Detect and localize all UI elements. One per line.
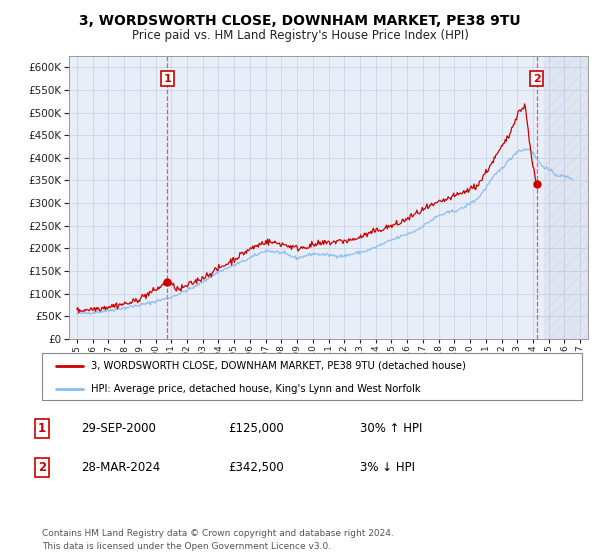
- Text: £125,000: £125,000: [228, 422, 284, 435]
- Text: 1: 1: [163, 73, 171, 83]
- Text: 3, WORDSWORTH CLOSE, DOWNHAM MARKET, PE38 9TU (detached house): 3, WORDSWORTH CLOSE, DOWNHAM MARKET, PE3…: [91, 361, 466, 371]
- Text: Price paid vs. HM Land Registry's House Price Index (HPI): Price paid vs. HM Land Registry's House …: [131, 29, 469, 42]
- Text: HPI: Average price, detached house, King's Lynn and West Norfolk: HPI: Average price, detached house, King…: [91, 384, 420, 394]
- Text: 30% ↑ HPI: 30% ↑ HPI: [360, 422, 422, 435]
- Text: £342,500: £342,500: [228, 461, 284, 474]
- Text: 2: 2: [38, 461, 46, 474]
- Text: Contains HM Land Registry data © Crown copyright and database right 2024.
This d: Contains HM Land Registry data © Crown c…: [42, 529, 394, 550]
- Text: 28-MAR-2024: 28-MAR-2024: [81, 461, 160, 474]
- Text: 3% ↓ HPI: 3% ↓ HPI: [360, 461, 415, 474]
- Text: 29-SEP-2000: 29-SEP-2000: [81, 422, 156, 435]
- Text: 3, WORDSWORTH CLOSE, DOWNHAM MARKET, PE38 9TU: 3, WORDSWORTH CLOSE, DOWNHAM MARKET, PE3…: [79, 14, 521, 28]
- Text: 1: 1: [38, 422, 46, 435]
- FancyBboxPatch shape: [42, 353, 582, 400]
- Bar: [544, 56, 588, 339]
- Text: 2: 2: [533, 73, 541, 83]
